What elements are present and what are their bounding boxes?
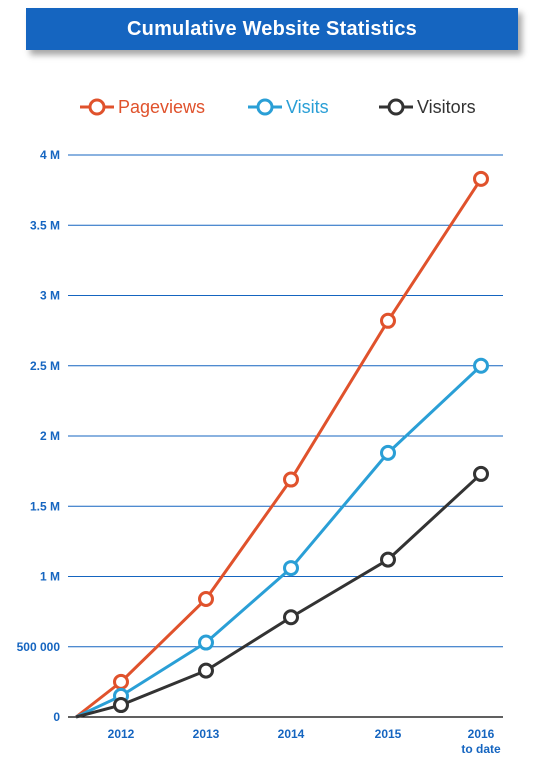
data-point-visits bbox=[473, 357, 489, 374]
series-line-visitors bbox=[75, 472, 483, 719]
legend-item-visits: Visits bbox=[248, 97, 329, 117]
legend-label: Pageviews bbox=[118, 97, 205, 117]
title-banner: Cumulative Website Statistics bbox=[26, 8, 518, 50]
y-tick-label: 2 M bbox=[40, 429, 60, 443]
y-tick-label: 0 bbox=[53, 710, 60, 724]
x-tick-label: 2014 bbox=[278, 727, 305, 741]
series-line-pageviews bbox=[75, 178, 483, 719]
data-point-pageviews bbox=[113, 673, 129, 690]
legend-marker bbox=[88, 98, 106, 116]
data-point-visits bbox=[198, 634, 214, 651]
data-point-visitors bbox=[473, 465, 489, 482]
data-point-pageviews bbox=[283, 471, 299, 488]
data-point-visits bbox=[380, 444, 396, 461]
data-point-visitors bbox=[113, 697, 129, 714]
y-tick-label: 3 M bbox=[40, 289, 60, 303]
y-tick-label: 2.5 M bbox=[30, 359, 60, 373]
data-point-pageviews bbox=[198, 590, 214, 607]
data-point-visitors bbox=[380, 551, 396, 568]
x-tick-label: 2015 bbox=[375, 727, 402, 741]
grid-layer bbox=[68, 154, 503, 648]
legend-item-pageviews: Pageviews bbox=[80, 97, 205, 117]
legend-label: Visits bbox=[286, 97, 329, 117]
y-tick-label: 500 000 bbox=[17, 640, 61, 654]
series-line-visits bbox=[75, 364, 483, 719]
legend-marker bbox=[387, 98, 405, 116]
axis-layer: 0 500 000 1 M 1.5 M 2 M 2.5 M 3 M 3.5 M 4 M 2012 2… bbox=[17, 148, 503, 756]
y-tick-label: 4 M bbox=[40, 148, 60, 162]
chart-title: Cumulative Website Statistics bbox=[127, 17, 417, 40]
y-tick-label: 1 M bbox=[40, 570, 60, 584]
data-point-visitors bbox=[283, 609, 299, 626]
series-layer bbox=[75, 170, 489, 719]
legend: Pageviews Visits Visitors bbox=[80, 97, 476, 117]
data-point-pageviews bbox=[473, 170, 489, 187]
data-point-visitors bbox=[198, 662, 214, 679]
legend-marker bbox=[256, 98, 274, 116]
y-tick-label: 1.5 M bbox=[30, 499, 60, 513]
x-tick-label: 2013 bbox=[193, 727, 220, 741]
data-point-visits bbox=[283, 560, 299, 577]
legend-item-visitors: Visitors bbox=[379, 97, 476, 117]
legend-label: Visitors bbox=[417, 97, 476, 117]
data-point-pageviews bbox=[380, 312, 396, 329]
x-tick-label: 2012 bbox=[108, 727, 135, 741]
y-tick-label: 3.5 M bbox=[30, 218, 60, 232]
x-tick-label: 2016 to date bbox=[461, 727, 501, 756]
